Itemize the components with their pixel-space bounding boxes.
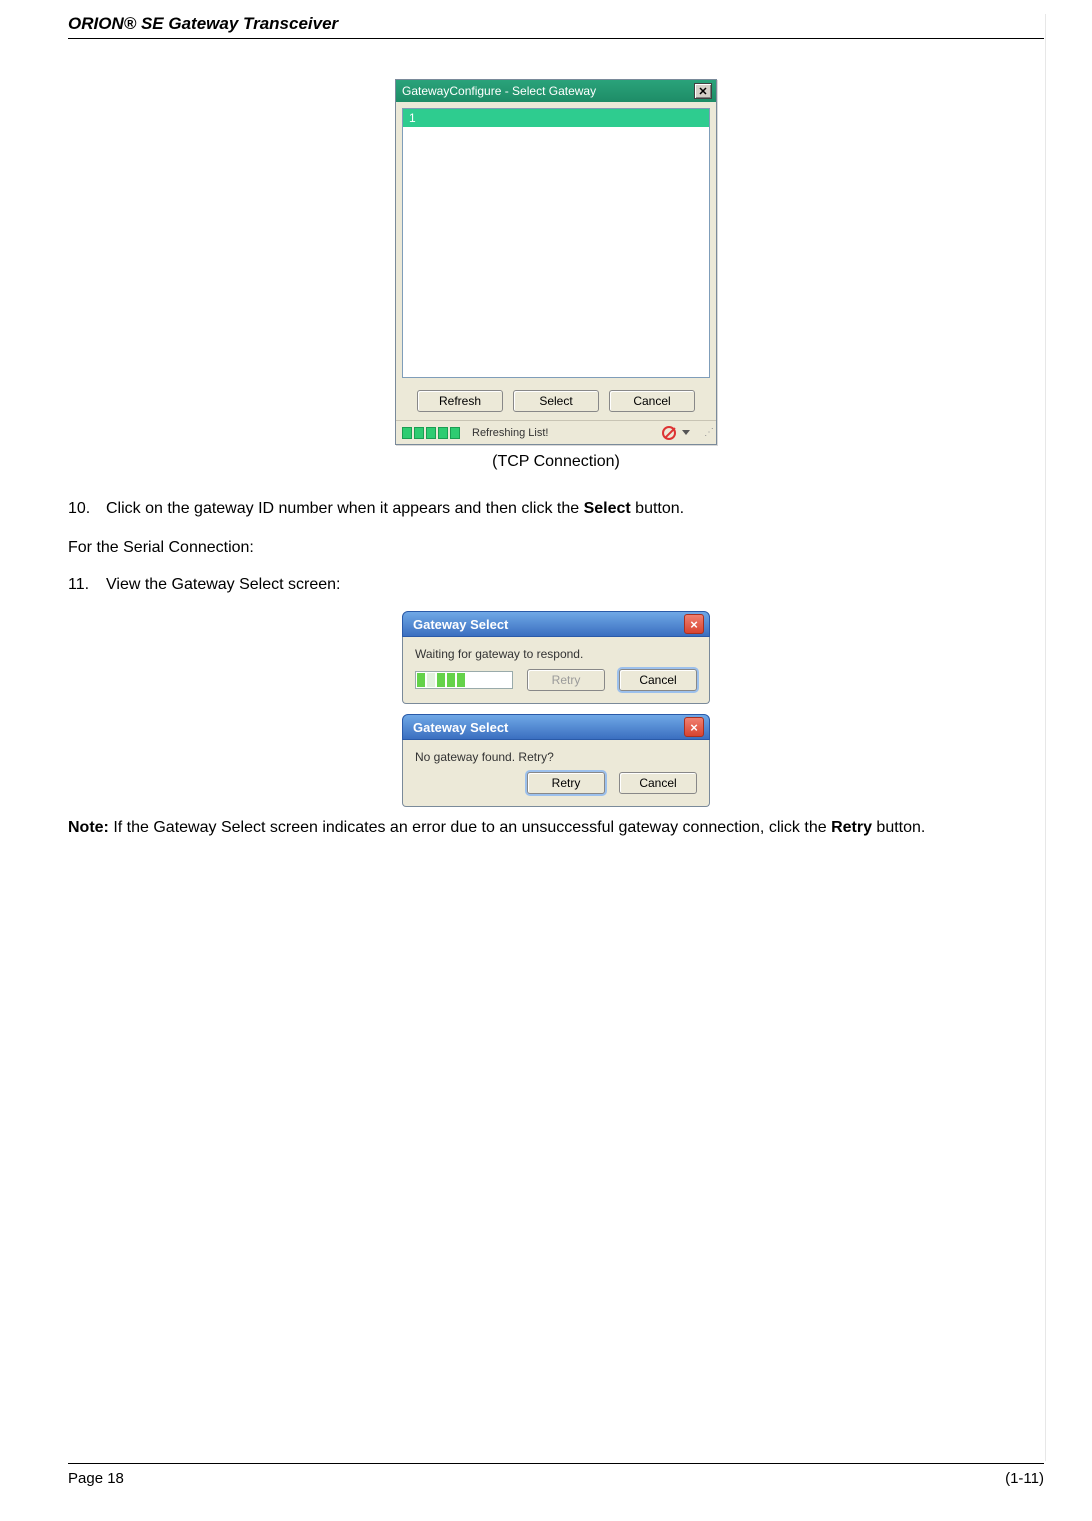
dialog-titlebar: Gateway Select × (402, 611, 710, 637)
close-icon[interactable]: ✕ (694, 83, 712, 99)
step10-pre: Click on the gateway ID number when it a… (106, 500, 584, 517)
page-content: ORION® SE Gateway Transceiver GatewayCon… (0, 0, 1092, 837)
gateway-select-retry-dialog: Gateway Select × No gateway found. Retry… (402, 714, 710, 807)
tcp-statusbar: Refreshing List! ⋰ (396, 420, 716, 444)
tcp-dialog: GatewayConfigure - Select Gateway ✕ 1 Re… (395, 79, 717, 445)
page-right-margin-line (1045, 14, 1046, 1461)
dialog-title: Gateway Select (413, 720, 508, 735)
tcp-dialog-titlebar: GatewayConfigure - Select Gateway ✕ (396, 80, 716, 102)
progress-cell (438, 427, 448, 439)
dialog-button-row: Retry Cancel (415, 669, 697, 691)
dialog-titlebar: Gateway Select × (402, 714, 710, 740)
cancel-button[interactable]: Cancel (609, 390, 695, 412)
refresh-button[interactable]: Refresh (417, 390, 503, 412)
note-label: Note: (68, 819, 109, 836)
dialog-body: No gateway found. Retry? Retry Cancel (402, 740, 710, 807)
tcp-caption: (TCP Connection) (68, 453, 1044, 471)
doc-header-title: ORION® SE Gateway Transceiver (68, 14, 1044, 38)
step-number: 10. (68, 497, 96, 522)
cancel-button[interactable]: Cancel (619, 772, 697, 794)
page-footer: Page 18 (1-11) (0, 1463, 1092, 1487)
cancel-button[interactable]: Cancel (619, 669, 697, 691)
prohibited-icon (662, 426, 676, 440)
dialog-message: Waiting for gateway to respond. (415, 647, 697, 661)
tcp-list-frame: 1 (400, 106, 712, 380)
step10-post: button. (631, 500, 684, 517)
status-right-icons: ⋰ (662, 426, 712, 440)
tcp-dialog-buttons: Refresh Select Cancel (396, 384, 716, 420)
retry-button[interactable]: Retry (527, 772, 605, 794)
dialog-body: Waiting for gateway to respond. Retry Ca… (402, 637, 710, 704)
dialog-message: No gateway found. Retry? (415, 750, 697, 764)
footer-rule (68, 1463, 1044, 1464)
dialog-button-row: Retry Cancel (415, 772, 697, 794)
progress-cell (417, 673, 425, 687)
footer-doc-code: (1-11) (1005, 1470, 1044, 1487)
gateway-select-waiting-dialog: Gateway Select × Waiting for gateway to … (402, 611, 710, 704)
body-text: 10. Click on the gateway ID number when … (68, 497, 1044, 597)
progress-cell (457, 673, 465, 687)
tcp-gateway-list-item[interactable]: 1 (403, 109, 709, 127)
tcp-dialog-wrap: GatewayConfigure - Select Gateway ✕ 1 Re… (68, 79, 1044, 445)
progress-cell (426, 427, 436, 439)
progress-bar (415, 671, 513, 689)
close-icon[interactable]: × (684, 614, 704, 634)
footer-page-number: Page 18 (68, 1470, 124, 1487)
step-body: Click on the gateway ID number when it a… (106, 497, 1044, 522)
select-button[interactable]: Select (513, 390, 599, 412)
step-body: View the Gateway Select screen: (106, 573, 1044, 598)
footer-row: Page 18 (1-11) (68, 1470, 1044, 1487)
note-post: button. (872, 819, 925, 836)
step-11: 11. View the Gateway Select screen: (68, 573, 1044, 598)
close-icon[interactable]: × (684, 717, 704, 737)
note-line: Note: If the Gateway Select screen indic… (68, 819, 1044, 837)
note-bold: Retry (831, 819, 872, 836)
status-text: Refreshing List! (472, 427, 548, 439)
resize-grip-icon[interactable]: ⋰ (704, 427, 712, 438)
tcp-gateway-list[interactable]: 1 (402, 108, 710, 378)
step-number: 11. (68, 573, 96, 598)
header-rule (68, 38, 1044, 39)
progress-cell (447, 673, 455, 687)
tcp-dialog-title: GatewayConfigure - Select Gateway (402, 84, 596, 98)
progress-cell (450, 427, 460, 439)
dialog-title: Gateway Select (413, 617, 508, 632)
step10-bold: Select (584, 500, 631, 517)
progress-cell (437, 673, 445, 687)
retry-button: Retry (527, 669, 605, 691)
progress-indicator (400, 427, 460, 439)
progress-cell (414, 427, 424, 439)
progress-cell (402, 427, 412, 439)
progress-cell (427, 673, 435, 687)
chevron-down-icon[interactable] (682, 430, 690, 435)
serial-intro: For the Serial Connection: (68, 536, 1044, 561)
step-10: 10. Click on the gateway ID number when … (68, 497, 1044, 522)
note-pre: If the Gateway Select screen indicates a… (109, 819, 831, 836)
